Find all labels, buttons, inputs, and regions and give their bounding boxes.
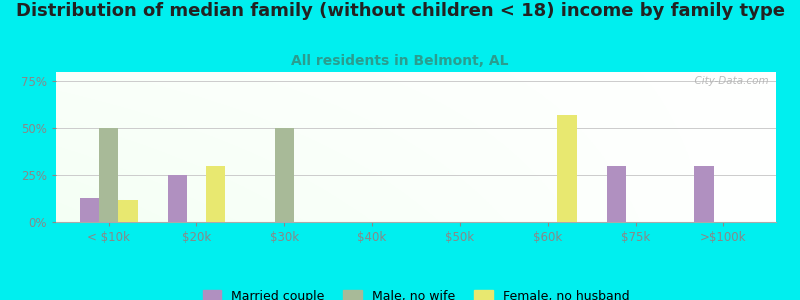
- Bar: [99, 128, 118, 222]
- Text: Distribution of median family (without children < 18) income by family type: Distribution of median family (without c…: [15, 2, 785, 20]
- Text: City-Data.com: City-Data.com: [688, 76, 769, 86]
- Bar: [274, 128, 294, 222]
- Bar: [80, 198, 99, 222]
- Bar: [206, 166, 226, 222]
- Bar: [606, 166, 626, 222]
- Legend: Married couple, Male, no wife, Female, no husband: Married couple, Male, no wife, Female, n…: [198, 285, 634, 300]
- Bar: [167, 175, 187, 222]
- Bar: [118, 200, 138, 222]
- Bar: [694, 166, 714, 222]
- Text: All residents in Belmont, AL: All residents in Belmont, AL: [291, 54, 509, 68]
- Bar: [558, 115, 577, 222]
